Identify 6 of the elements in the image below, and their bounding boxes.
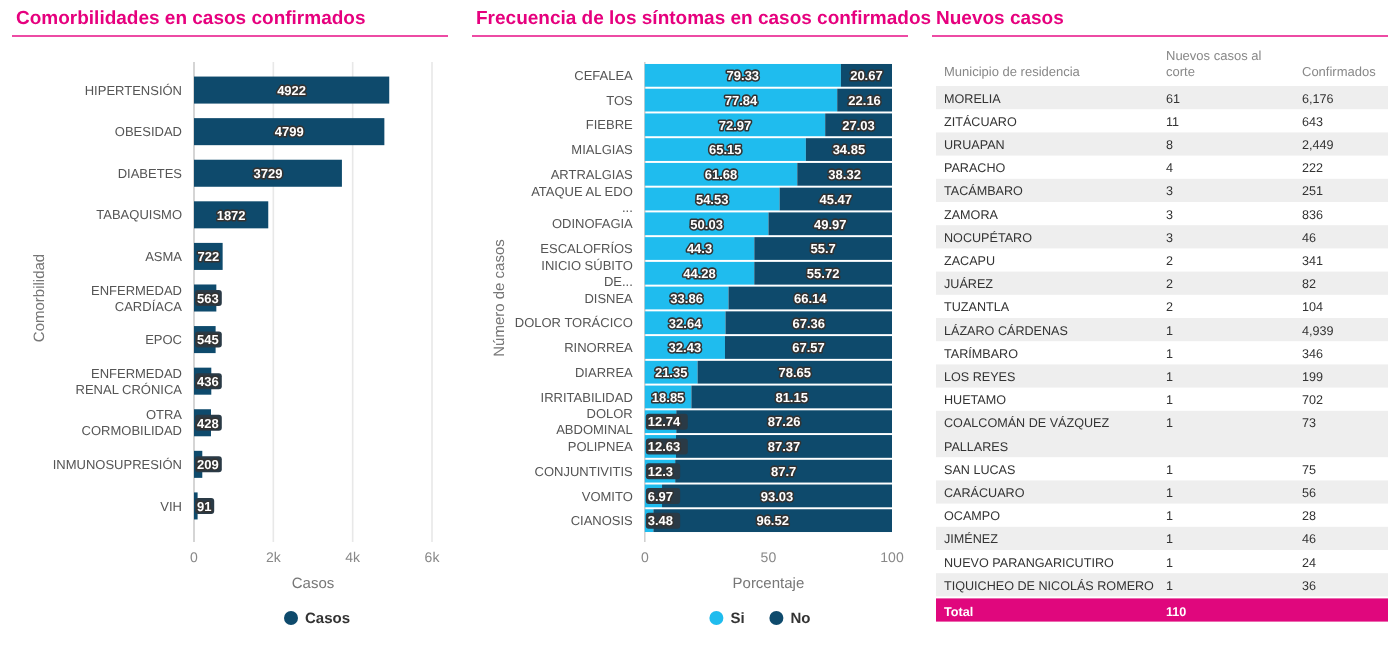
chart-title: Frecuencia de los síntomas en casos confirmados	[476, 8, 932, 30]
bar	[194, 118, 385, 146]
bar	[194, 159, 342, 187]
text: Nuevos casos	[936, 8, 1064, 30]
chart-title: Comorbilidades en casos confirmados	[16, 8, 366, 30]
bar	[194, 76, 390, 104]
